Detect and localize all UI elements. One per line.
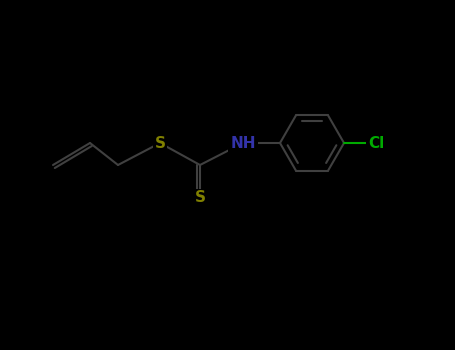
Text: NH: NH	[230, 135, 256, 150]
Text: S: S	[155, 135, 166, 150]
Text: Cl: Cl	[368, 135, 384, 150]
Text: S: S	[194, 190, 206, 205]
